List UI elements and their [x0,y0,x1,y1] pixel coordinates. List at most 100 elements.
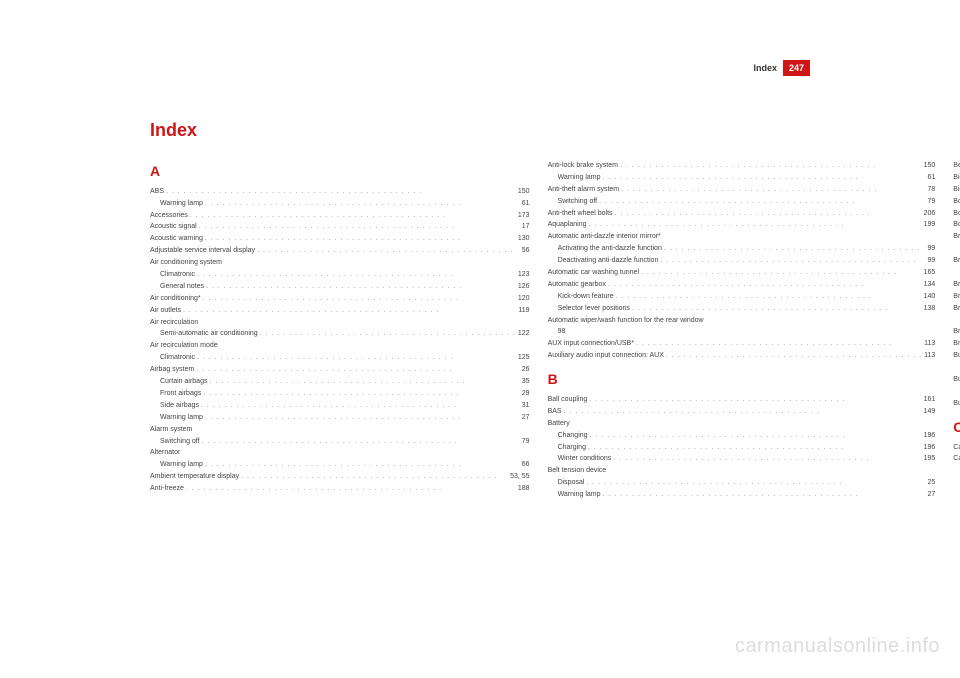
entry-dots: . . . . . . . . . . . . . . . . . . . . … [586,442,924,454]
entry-dots: . . . . . . . . . . . . . . . . . . . . … [611,453,923,465]
entry-text: Anti-lock brake system [548,160,618,172]
page-number-badge: 247 [783,60,810,76]
entry-page: 61 [928,172,936,184]
entry-page: 31 [522,400,530,412]
index-subentry: general notes. . . . . . . . . . . . . .… [953,362,960,374]
entry-text: Alternator [150,447,180,459]
entry-dots: . . . . . . . . . . . . . . . . . . . . … [164,186,518,198]
entry-page: 79 [928,196,936,208]
entry-dots: . . . . . . . . . . . . . . . . . . . . … [562,406,924,418]
entry-text: Charging [558,442,586,454]
index-subentry: Warning lamp. . . . . . . . . . . . . . … [953,315,960,327]
entry-page: 53, 55 [510,471,529,483]
index-subentry: Climatronic. . . . . . . . . . . . . . .… [150,269,530,281]
watermark: carmanualsonline.info [735,635,940,658]
entry-dots: . . . . . . . . . . . . . . . . . . . . … [203,459,522,471]
entry-dots: . . . . . . . . . . . . . . . . . . . . … [203,412,522,424]
entry-text: Warning lamp [160,412,203,424]
index-entry: Air outlets. . . . . . . . . . . . . . .… [150,305,530,317]
index-entry: Alarm system [150,424,530,436]
entry-text: Changing [558,430,588,442]
header-bar: Index 247 [753,60,810,76]
entry-text: Winter conditions [558,453,612,465]
entry-dots: . . . . . . . . . . . . . . . . . . . . … [601,489,928,501]
entry-text: Belt tension device [548,465,607,477]
entry-page: 99 [928,243,936,255]
entry-page: 99 [928,255,936,267]
entry-text: Automatic anti-dazzle interior mirror* [548,231,661,243]
entry-text: Battery [548,418,570,430]
entry-dots: . . . . . . . . . . . . . . . . . . . . … [239,471,510,483]
entry-page: 56 [522,245,530,257]
entry-text: Air recirculation [150,317,198,329]
entry-page: 27 [928,489,936,501]
entry-page: 35 [522,376,530,388]
index-entry: Anti-freeze. . . . . . . . . . . . . . .… [150,483,530,495]
entry-page: 161 [924,394,936,406]
entry-text: Acoustic signal [150,221,197,233]
entry-page: 27 [522,412,530,424]
entry-page: 150 [518,186,530,198]
entry-text: Kick-down feature [558,291,614,303]
entry-text: Climatronic [160,269,195,281]
entry-text: Airbag system [150,364,194,376]
entry-page: 78 [928,184,936,196]
entry-dots: . . . . . . . . . . . . . . . . . . . . … [195,352,518,364]
entry-text: Side airbags [160,400,199,412]
entry-text: Adjustable service interval display [150,245,255,257]
entry-dots: . . . . . . . . . . . . . . . . . . . . … [197,221,522,233]
index-entry: Brake system. . . . . . . . . . . . . . … [953,303,960,315]
index-entry: Air recirculation [150,317,530,329]
entry-dots: . . . . . . . . . . . . . . . . . . . . … [619,184,927,196]
entry-dots: . . . . . . . . . . . . . . . . . . . . … [662,243,928,255]
entry-page: 122 [518,328,530,340]
index-entry: Ball coupling. . . . . . . . . . . . . .… [548,394,936,406]
index-entry: Automatic anti-dazzle interior mirror* [548,231,936,243]
entry-dots: . . . . . . . . . . . . . . . . . . . . … [203,233,518,245]
entry-dots: . . . . . . . . . . . . . . . . . . . . … [597,196,927,208]
entry-dots: . . . . . . . . . . . . . . . . . . . . … [201,293,518,305]
entry-text: AUX input connection/USB* [548,338,634,350]
entry-page: 119 [518,305,529,317]
index-subentry: Kick-down feature. . . . . . . . . . . .… [548,291,936,303]
entry-text: Warning lamp [558,172,601,184]
index-entry: Air recirculation mode [150,340,530,352]
entry-text: Air conditioning system [150,257,222,269]
index-entry: Belt tension device [548,465,936,477]
entry-page: 150 [924,160,936,172]
entry-page: 130 [518,233,530,245]
entry-page: 173 [518,210,530,222]
entry-text: Disposal [558,477,585,489]
index-subentry: Disposal. . . . . . . . . . . . . . . . … [548,477,936,489]
entry-text: Curtain airbags [160,376,207,388]
index-subentry: Charging. . . . . . . . . . . . . . . . … [548,442,936,454]
entry-text: BAS [548,406,562,418]
index-entry: Ambient temperature display. . . . . . .… [150,471,530,483]
index-entry: Anti-lock brake system. . . . . . . . . … [548,160,936,172]
entry-page: 125 [518,352,530,364]
entry-page: 206 [924,208,936,220]
index-letter: B [548,368,936,392]
entry-dots: . . . . . . . . . . . . . . . . . . . . … [634,338,924,350]
entry-text: General notes [160,281,204,293]
entry-page: 195 [924,453,936,465]
index-entry: Airbag system. . . . . . . . . . . . . .… [150,364,530,376]
entry-dots: . . . . . . . . . . . . . . . . . . . . … [588,430,924,442]
entry-text: Warning lamp [160,459,203,471]
index-letter: C [953,416,960,440]
entry-dots: . . . . . . . . . . . . . . . . . . . . … [587,219,924,231]
entry-text: Switching off [160,436,200,448]
entry-text: Bulb defect [953,374,960,386]
index-entry: Aquaplaning. . . . . . . . . . . . . . .… [548,219,936,231]
entry-dots: . . . . . . . . . . . . . . . . . . . . … [181,305,518,317]
entry-page: 29 [522,388,530,400]
entry-text: Warning lamp [160,198,203,210]
entry-text: Acoustic warning [150,233,203,245]
entry-text: Anti-theft alarm system [548,184,620,196]
entry-text: Brake fluid [953,255,960,267]
entry-text: Air conditioning* [150,293,201,305]
entry-text: Activating the anti-dazzle function [558,243,662,255]
entry-text: Braking distance [953,338,960,350]
entry-dots: . . . . . . . . . . . . . . . . . . . . … [194,364,521,376]
entry-page: 25 [928,477,936,489]
